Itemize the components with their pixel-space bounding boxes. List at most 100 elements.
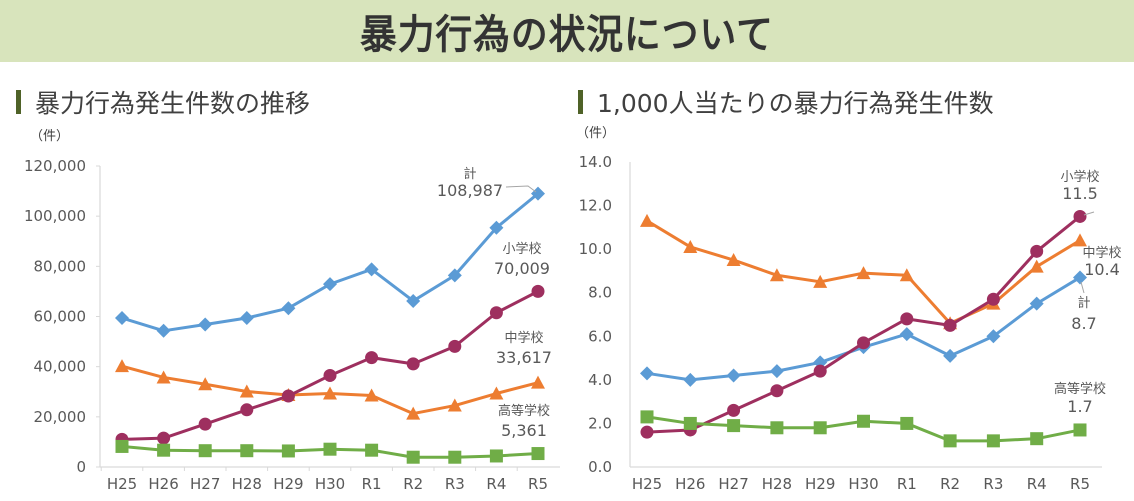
data-point-high_school [727, 419, 741, 433]
data-point-high_school [857, 414, 870, 428]
right-chart-title: 1,000人当たりの暴力行為発生件数 [597, 89, 994, 118]
left-y-unit: （件） [30, 129, 70, 144]
data-point-total [1029, 296, 1044, 311]
series-line-elementary [646, 215, 1081, 434]
data-point-elementary [198, 417, 212, 431]
data-point-total [489, 220, 504, 235]
series-value-label: 5,361 [501, 421, 547, 440]
x-tick-label: H28 [762, 475, 792, 493]
left-chart: 0 20,000 40,000 60,000 80,000 100,000 120,000 H… [24, 157, 560, 493]
y-tick-label: 0.0 [588, 458, 612, 476]
data-point-elementary [531, 284, 545, 298]
series-name-label: 高等学校 [1054, 381, 1106, 397]
data-point-high_school [813, 421, 827, 435]
data-point-junior_high [198, 377, 213, 391]
data-point-elementary [770, 384, 784, 398]
data-point-total [769, 364, 784, 379]
data-point-elementary [281, 389, 295, 403]
data-point-high_school [1073, 423, 1087, 437]
x-tick-label: R5 [528, 475, 548, 493]
x-tick-label: R1 [897, 475, 917, 493]
y-tick-label: 14.0 [579, 153, 612, 171]
data-point-total [239, 311, 254, 326]
data-point-total [323, 277, 337, 292]
data-point-junior_high [489, 386, 504, 400]
data-point-high_school [489, 449, 503, 463]
data-point-elementary [986, 292, 1000, 306]
data-point-elementary [157, 431, 171, 445]
data-point-total [198, 317, 213, 332]
y-tick-label: 10.0 [579, 240, 612, 258]
data-point-total [406, 293, 421, 308]
series-name-label: 中学校 [504, 330, 543, 346]
data-point-junior_high [364, 388, 379, 402]
data-point-junior_high [769, 268, 784, 282]
data-point-high_school [943, 434, 957, 448]
data-point-junior_high [683, 239, 698, 253]
label-leader-line [505, 185, 537, 193]
x-tick-label: R3 [445, 475, 465, 493]
data-point-total [640, 366, 654, 381]
y-tick-label: 8.0 [588, 284, 612, 302]
right-chart: 0.0 2.0 4.0 6.0 8.0 10.0 12.0 14.0 H25 H26 H27 H28 H… [579, 153, 1122, 493]
x-tick-label: R4 [1027, 475, 1047, 493]
data-point-high_school [281, 444, 295, 458]
data-point-elementary [406, 357, 420, 371]
series-elementary: 小学校 70,009 [115, 241, 550, 446]
series-name-label: 計 [463, 166, 476, 182]
data-point-total [364, 262, 379, 277]
x-tick-label: H30 [848, 475, 878, 493]
data-point-total [726, 368, 741, 383]
data-point-junior_high [239, 384, 254, 398]
series-name-label: 小学校 [502, 241, 541, 257]
data-point-high_school [157, 443, 171, 457]
data-point-high_school [406, 450, 420, 464]
series-value-label: 70,009 [494, 259, 550, 278]
data-point-high_school [770, 421, 784, 435]
series-name-label: 中学校 [1082, 245, 1121, 261]
data-point-high_school [448, 450, 462, 464]
data-point-elementary [1073, 209, 1087, 223]
y-tick-label: 120,000 [24, 157, 86, 175]
x-tick-label: H30 [315, 475, 345, 493]
data-point-high_school [198, 444, 212, 458]
x-tick-label: H27 [190, 475, 220, 493]
y-tick-label: 6.0 [588, 327, 612, 345]
data-point-total [281, 301, 296, 316]
series-line-total [121, 192, 539, 333]
data-point-high_school [1030, 432, 1044, 446]
label-leader-line [1083, 211, 1095, 216]
left-chart-heading: 暴力行為発生件数の推移 [16, 84, 310, 120]
series-total: 計 8.7 [640, 270, 1097, 387]
series-value-label: 8.7 [1071, 314, 1096, 333]
data-point-high_school [323, 442, 337, 456]
series-line-total [646, 276, 1081, 382]
x-tick-label: R2 [940, 475, 960, 493]
data-point-high_school [640, 410, 654, 424]
data-point-elementary [640, 425, 654, 439]
data-point-junior_high [640, 213, 654, 227]
x-tick-label: H28 [232, 475, 262, 493]
data-point-high_school [240, 444, 254, 458]
data-point-junior_high [726, 253, 741, 267]
data-point-junior_high [115, 359, 129, 373]
data-point-elementary [323, 368, 337, 382]
series-value-label: 11.5 [1062, 184, 1098, 203]
series-value-label: 108,987 [437, 181, 503, 200]
data-point-elementary [448, 339, 462, 353]
series-value-label: 33,617 [496, 348, 552, 367]
data-point-high_school [365, 443, 379, 457]
y-tick-label: 20,000 [34, 408, 87, 426]
y-tick-label: 0 [76, 458, 86, 476]
data-point-high_school [900, 416, 914, 430]
data-point-total [683, 372, 698, 387]
x-tick-label: H29 [805, 475, 835, 493]
data-point-elementary [727, 403, 741, 417]
y-tick-label: 40,000 [34, 358, 87, 376]
x-tick-label: R2 [403, 475, 423, 493]
data-point-total [986, 329, 1001, 344]
heading-bar-icon [16, 90, 21, 114]
data-point-total [1073, 270, 1087, 285]
